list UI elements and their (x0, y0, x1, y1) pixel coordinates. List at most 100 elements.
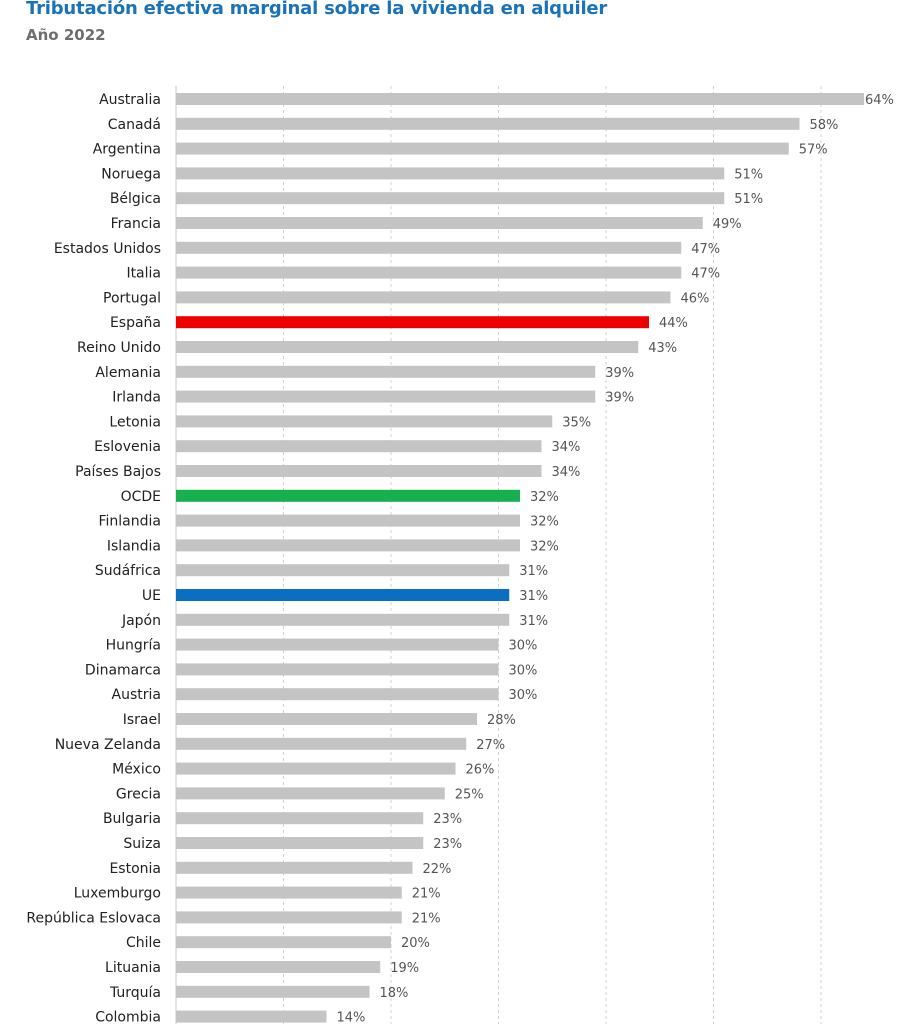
bar-estados-unidos (176, 241, 682, 254)
bars (176, 93, 864, 1023)
category-label-eslovenia: Eslovenia (94, 439, 161, 455)
category-label-nueva-zelanda: Nueva Zelanda (55, 737, 161, 753)
category-label-estados-unidos: Estados Unidos (54, 241, 161, 257)
bar-argentina (176, 142, 789, 155)
category-label-canada: Canadá (108, 117, 161, 133)
bar-belgica (176, 192, 725, 205)
bar-turquia (176, 985, 370, 998)
category-label-bulgaria: Bulgaria (103, 811, 161, 827)
category-label-colombia: Colombia (95, 1010, 161, 1024)
value-label-lituania: 19% (390, 961, 419, 976)
bar-nueva-zelanda (176, 737, 467, 750)
value-label-israel: 28% (487, 713, 516, 728)
bar-dinamarca (176, 663, 499, 676)
value-label-noruega: 51% (734, 167, 763, 182)
category-label-noruega: Noruega (101, 166, 161, 182)
category-label-espana: España (110, 315, 161, 331)
value-label-grecia: 25% (455, 787, 484, 802)
category-label-alemania: Alemania (95, 365, 161, 381)
value-label-alemania: 39% (605, 366, 634, 381)
value-label-islandia: 32% (530, 539, 559, 554)
bar-colombia (176, 1010, 327, 1023)
category-label-dinamarca: Dinamarca (85, 662, 161, 678)
bar-republica-eslovaca (176, 911, 402, 924)
value-label-ue: 31% (519, 589, 548, 604)
value-label-sudafrica: 31% (519, 564, 548, 579)
category-label-israel: Israel (123, 712, 161, 728)
category-label-chile: Chile (126, 935, 161, 951)
value-label-estados-unidos: 47% (691, 242, 720, 257)
category-label-italia: Italia (126, 266, 161, 282)
value-label-irlanda: 39% (605, 391, 634, 406)
value-label-colombia: 14% (337, 1011, 366, 1024)
category-label-hungria: Hungría (106, 638, 161, 654)
value-label-dinamarca: 30% (509, 663, 538, 678)
bar-sudafrica (176, 564, 510, 577)
value-label-turquia: 18% (380, 986, 409, 1001)
category-label-republica-eslovaca: República Eslovaca (26, 910, 161, 926)
value-label-espana: 44% (659, 316, 688, 331)
bar-letonia (176, 415, 553, 428)
value-label-hungria: 30% (509, 639, 538, 654)
category-label-letonia: Letonia (109, 414, 161, 430)
bar-ue (176, 589, 510, 601)
bar-alemania (176, 365, 596, 378)
bar-espana (176, 316, 649, 329)
bar-canada (176, 117, 800, 130)
value-label-estonia: 22% (423, 862, 452, 877)
value-label-bulgaria: 23% (433, 812, 462, 827)
category-label-luxemburgo: Luxemburgo (74, 886, 161, 902)
bar-ocde (176, 489, 520, 502)
category-label-estonia: Estonia (109, 861, 161, 877)
category-label-paises-bajos: Países Bajos (75, 464, 161, 480)
bar-paises-bajos (176, 465, 542, 477)
category-label-portugal: Portugal (103, 290, 161, 306)
value-label-austria: 30% (509, 688, 538, 703)
value-label-republica-eslovaca: 21% (412, 911, 441, 926)
value-label-suiza: 23% (433, 837, 462, 852)
category-label-sudafrica: Sudáfrica (95, 563, 161, 579)
category-label-austria: Austria (112, 687, 161, 703)
bar-luxemburgo (176, 886, 402, 899)
value-label-canada: 58% (810, 118, 839, 133)
category-label-argentina: Argentina (93, 142, 161, 158)
bar-japon (176, 613, 510, 626)
category-label-turquia: Turquía (109, 985, 161, 1001)
bar-bulgaria (176, 812, 424, 825)
bar-islandia (176, 539, 520, 552)
value-label-belgica: 51% (734, 192, 763, 207)
bar-australia (176, 93, 864, 105)
bar-chile (176, 936, 391, 949)
category-label-grecia: Grecia (116, 786, 161, 802)
bar-austria (176, 688, 499, 701)
bar-mexico (176, 762, 456, 775)
category-label-suiza: Suiza (123, 836, 161, 852)
bar-reino-unido (176, 341, 639, 353)
category-label-ocde: OCDE (121, 489, 161, 505)
bar-hungria (176, 638, 499, 651)
bar-estonia (176, 861, 413, 874)
chart-subtitle: Año 2022 (26, 26, 106, 44)
bar-noruega (176, 167, 725, 180)
bar-portugal (176, 291, 671, 304)
category-label-francia: Francia (111, 216, 161, 232)
bar-lituania (176, 961, 381, 973)
value-label-nueva-zelanda: 27% (476, 738, 505, 753)
category-label-japon: Japón (121, 613, 161, 629)
category-label-reino-unido: Reino Unido (77, 340, 161, 356)
category-label-ue: UE (142, 588, 161, 604)
category-label-irlanda: Irlanda (112, 390, 161, 406)
value-label-mexico: 26% (466, 763, 495, 778)
bar-francia (176, 217, 703, 229)
value-label-paises-bajos: 34% (552, 465, 581, 480)
bar-israel (176, 713, 477, 725)
value-label-letonia: 35% (562, 415, 591, 430)
value-label-eslovenia: 34% (552, 440, 581, 455)
category-label-islandia: Islandia (107, 538, 161, 554)
bar-finlandia (176, 514, 520, 527)
value-label-italia: 47% (691, 267, 720, 282)
category-label-lituania: Lituania (105, 960, 161, 976)
bar-italia (176, 266, 682, 279)
value-label-portugal: 46% (681, 291, 710, 306)
